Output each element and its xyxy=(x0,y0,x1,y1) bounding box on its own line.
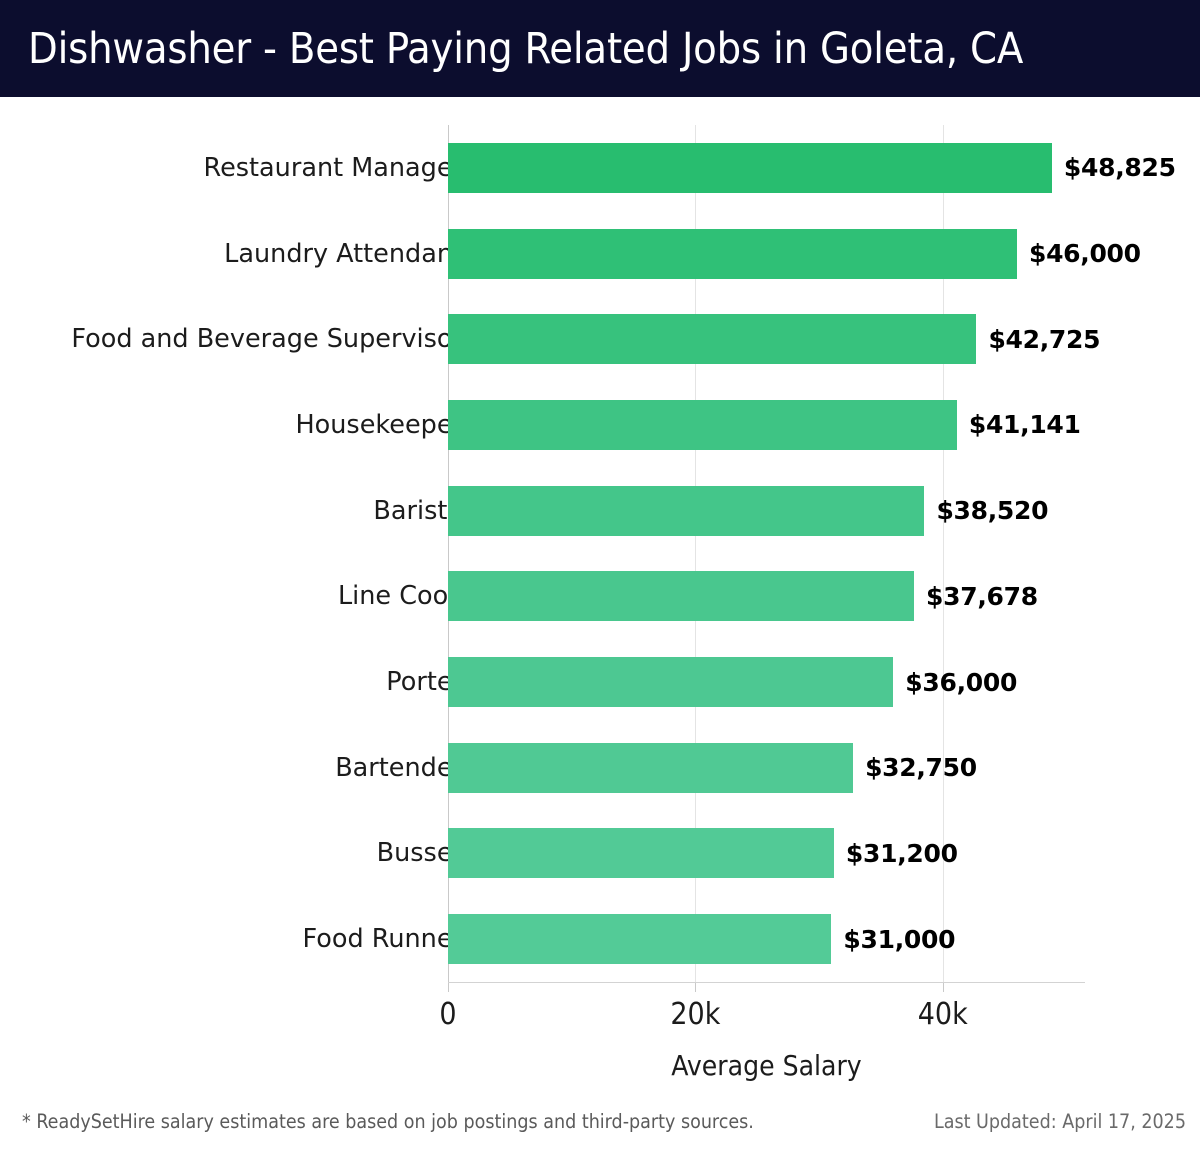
bar-row[interactable]: Line Cook $37,678 xyxy=(0,554,1200,640)
bar-rows: Restaurant Manager $48,825 Laundry Attenda… xyxy=(0,125,1200,982)
chart-header: Dishwasher - Best Paying Related Jobs in… xyxy=(0,0,1200,97)
x-tick-label: 40k xyxy=(917,997,968,1032)
bar-row[interactable]: Barista $38,520 xyxy=(0,468,1200,554)
x-tick-0 xyxy=(448,983,449,992)
category-label: Barista xyxy=(373,495,463,526)
bar-value-label: $38,520 xyxy=(936,496,1049,526)
x-tick-label: 20k xyxy=(670,997,721,1032)
footer-last-updated: Last Updated: April 17, 2025 xyxy=(933,1110,1186,1133)
bar-row[interactable]: Busser $31,200 xyxy=(0,811,1200,897)
bar-value-label: $36,000 xyxy=(905,667,1018,697)
bar-row[interactable]: Food and Beverage Supervisor $42,725 xyxy=(0,296,1200,382)
bar-value-label: $31,000 xyxy=(843,924,956,954)
x-axis-title: Average Salary xyxy=(671,1049,862,1082)
bar[interactable] xyxy=(448,314,977,365)
category-label: Laundry Attendant xyxy=(224,238,463,269)
bar[interactable] xyxy=(448,228,1017,279)
bar[interactable] xyxy=(448,828,834,879)
bar-value-label: $37,678 xyxy=(926,581,1038,611)
bar-row[interactable]: Laundry Attendant $46,000 xyxy=(0,211,1200,297)
bar-value-label: $31,200 xyxy=(845,838,958,868)
x-tick-20k xyxy=(695,983,697,992)
category-label: Food Runner xyxy=(302,924,463,955)
category-label: Food and Beverage Supervisor xyxy=(71,324,463,355)
x-tick-40k xyxy=(942,983,944,992)
x-tick-label: 0 xyxy=(439,997,457,1032)
bar-value-label: $42,725 xyxy=(988,324,1101,354)
x-axis-spine xyxy=(448,982,1085,983)
gridline-0 xyxy=(448,125,449,991)
chart-footer: * ReadySetHire salary estimates are base… xyxy=(0,1110,1200,1158)
category-label: Bartender xyxy=(335,752,463,783)
bar[interactable] xyxy=(448,657,894,708)
bar-row[interactable]: Bartender $32,750 xyxy=(0,725,1200,811)
category-label: Line Cook xyxy=(337,581,463,612)
bar-value-label: $41,141 xyxy=(968,410,1081,440)
bar[interactable] xyxy=(448,399,957,450)
category-label: Porter xyxy=(386,667,463,698)
bar-row[interactable]: Food Runner $31,000 xyxy=(0,896,1200,982)
bar-row[interactable]: Housekeeper $41,141 xyxy=(0,382,1200,468)
bar-row[interactable]: Restaurant Manager $48,825 xyxy=(0,125,1200,211)
page-title: Dishwasher - Best Paying Related Jobs in… xyxy=(28,23,1024,74)
plot-area: Restaurant Manager $48,825 Laundry Attenda… xyxy=(0,97,1200,1097)
bar[interactable] xyxy=(448,571,915,622)
bar[interactable] xyxy=(448,142,1052,193)
bar-row[interactable]: Porter $36,000 xyxy=(0,639,1200,725)
bar-value-label: $48,825 xyxy=(1063,153,1176,183)
category-label: Busser xyxy=(376,838,463,869)
gridline-40k xyxy=(942,125,944,982)
bar[interactable] xyxy=(448,914,832,965)
bar[interactable] xyxy=(448,485,925,536)
footer-disclaimer: * ReadySetHire salary estimates are base… xyxy=(22,1110,754,1133)
bar-value-label: $46,000 xyxy=(1028,239,1141,269)
gridline-20k xyxy=(695,125,697,982)
category-label: Housekeeper xyxy=(295,409,463,440)
bar-value-label: $32,750 xyxy=(865,753,977,783)
bar[interactable] xyxy=(448,742,854,793)
category-label: Restaurant Manager xyxy=(203,152,463,183)
